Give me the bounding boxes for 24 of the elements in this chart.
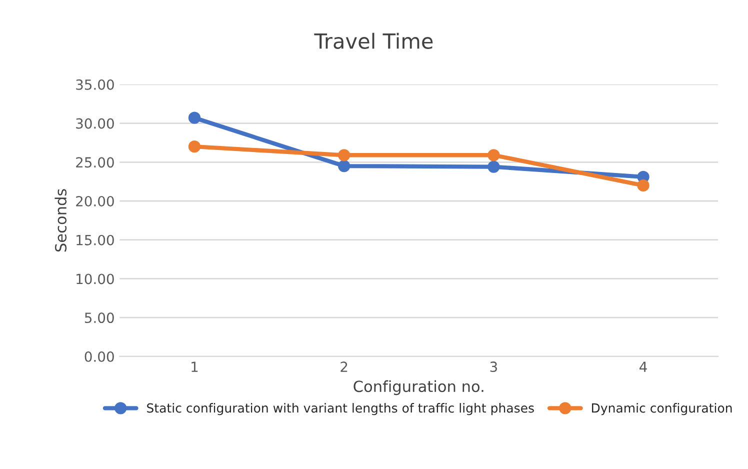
y-tick-label: 5.00 [84, 312, 114, 324]
point [488, 149, 500, 162]
x-tick-label: 3 [490, 362, 497, 372]
y-tick-label: 10.00 [76, 274, 114, 284]
y-tick-label: 25.00 [76, 157, 114, 168]
x-axis-title: Configuration no. [354, 380, 484, 396]
y-tick-label: 15.00 [76, 234, 114, 246]
chart-title: Travel Time [314, 32, 433, 49]
point [188, 140, 201, 153]
point [188, 112, 201, 124]
y-tick-label: 35.00 [76, 79, 114, 90]
point [338, 160, 350, 172]
y-tick-label: 30.00 [76, 118, 114, 129]
point [338, 149, 350, 162]
legend-label: Dynamic configuration [592, 403, 732, 416]
x-tick-label: 2 [340, 362, 348, 372]
point [637, 179, 650, 192]
y-tick-label: 0.00 [84, 351, 114, 362]
x-tick-label: 1 [192, 362, 198, 372]
point [488, 160, 500, 173]
legend-label: Static configuration with variant lengths of traffic light phases [147, 403, 534, 416]
x-tick-label: 4 [640, 362, 647, 372]
y-tick-label: 20.00 [76, 196, 114, 206]
y-axis-title: Seconds [54, 189, 67, 252]
